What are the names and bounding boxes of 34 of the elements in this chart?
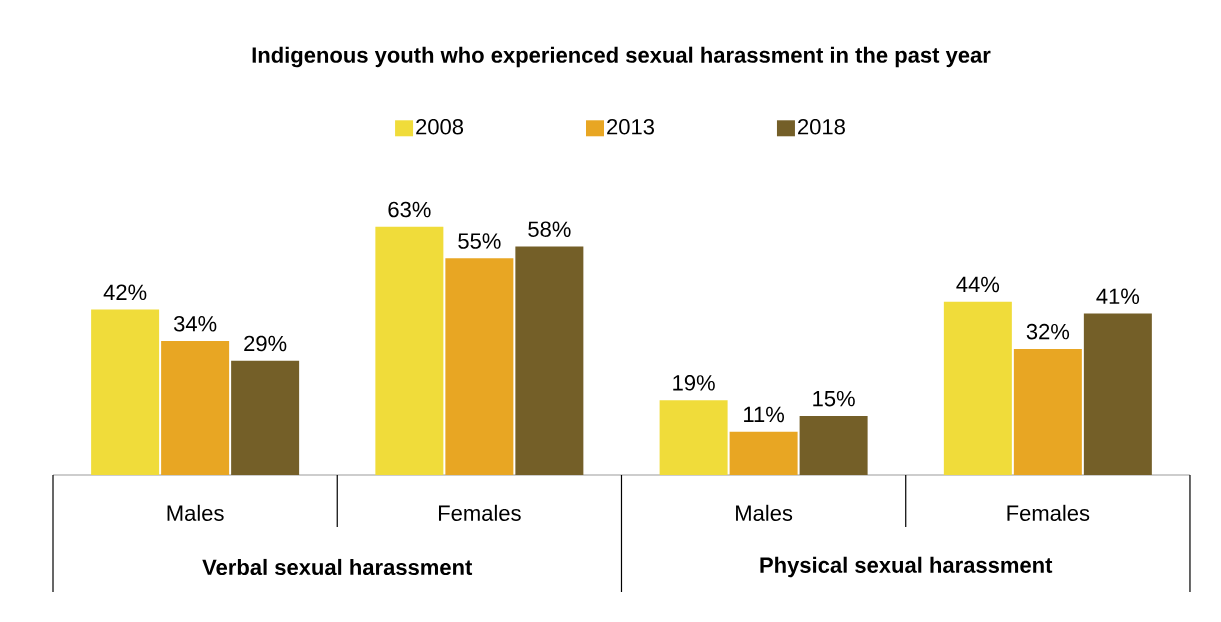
bar bbox=[515, 246, 584, 475]
data-label: 42% bbox=[103, 284, 147, 301]
bar bbox=[375, 226, 444, 475]
legend-label: 2008 bbox=[416, 118, 464, 135]
x-tick-label: Females bbox=[1007, 504, 1090, 521]
chart-title: Indigenous youth who experienced sexual harassment in the past year bbox=[252, 46, 991, 68]
data-label: 41% bbox=[1096, 288, 1140, 304]
bar bbox=[91, 309, 160, 475]
data-label: 34% bbox=[173, 315, 217, 332]
text: Verbal sexual harassment bbox=[202, 558, 473, 576]
data-label: 15% bbox=[813, 390, 855, 407]
data-label: 55% bbox=[458, 233, 501, 249]
x-tick-label: Males bbox=[736, 504, 793, 521]
bar bbox=[943, 301, 1012, 475]
data-label: 29% bbox=[244, 335, 287, 352]
data-label: 63% bbox=[388, 201, 431, 218]
bar bbox=[231, 360, 300, 475]
data-label: 44% bbox=[956, 276, 1000, 293]
bar bbox=[729, 431, 798, 475]
x-tick-label: Females bbox=[438, 504, 521, 521]
legend-label: 2018 bbox=[798, 118, 845, 135]
data-label: 58% bbox=[528, 221, 571, 237]
data-label: 32% bbox=[1026, 323, 1070, 340]
bar bbox=[799, 415, 868, 475]
data-label: 11% bbox=[744, 406, 785, 423]
bar bbox=[1013, 348, 1082, 475]
bar bbox=[659, 400, 728, 475]
legend-label: 2013 bbox=[607, 118, 654, 135]
bar bbox=[445, 258, 514, 475]
x-tick-label: Males bbox=[167, 504, 224, 521]
bar bbox=[161, 341, 230, 475]
data-label: 19% bbox=[673, 375, 715, 391]
text: Physical sexual harassment bbox=[760, 556, 1053, 578]
bar bbox=[1083, 313, 1152, 475]
